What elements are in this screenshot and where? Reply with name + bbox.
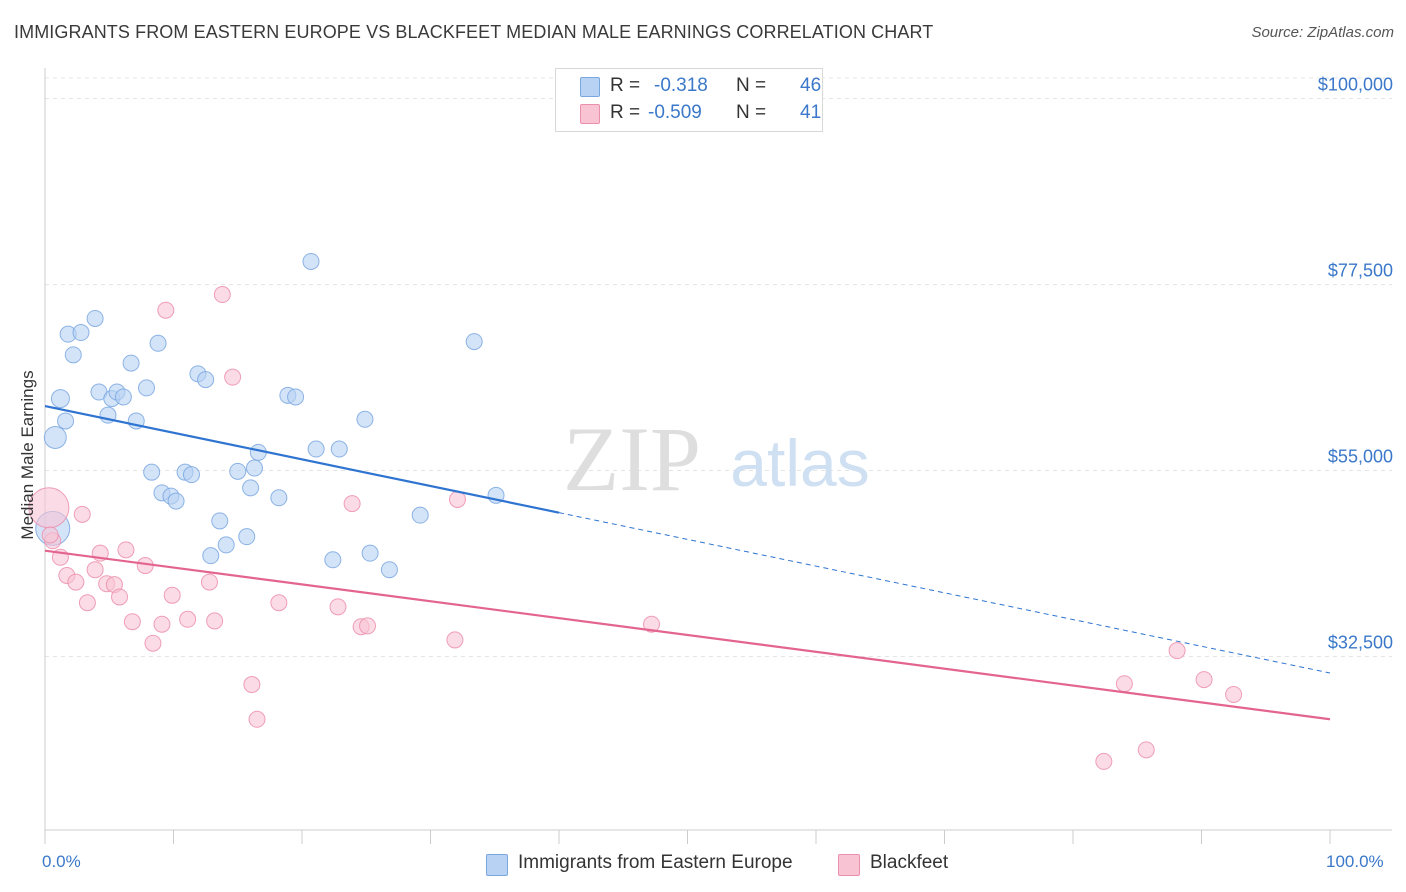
point-immigrants (229, 462, 247, 480)
point-immigrants (380, 561, 398, 579)
point-blackfeet (643, 615, 661, 633)
point-immigrants (50, 389, 70, 409)
point-immigrants (122, 354, 140, 372)
legend-swatch-blue (580, 77, 600, 97)
correlation-legend: R = -0.318 N = 46 R = -0.509 N = 41 (555, 68, 823, 132)
legend-r-label: R = (610, 102, 641, 123)
point-blackfeet (144, 634, 162, 652)
point-blackfeet (67, 573, 85, 591)
point-immigrants (411, 506, 429, 524)
point-blackfeet (123, 613, 141, 631)
point-blackfeet (86, 561, 104, 579)
point-blackfeet (41, 526, 59, 544)
point-immigrants (149, 334, 167, 352)
point-immigrants (72, 324, 90, 342)
point-blackfeet (179, 610, 197, 628)
point-blackfeet (157, 301, 175, 319)
point-blackfeet (1168, 642, 1186, 660)
y-axis-title: Median Male Earnings (18, 370, 37, 540)
trendline-immigrants (44, 404, 560, 514)
point-immigrants (245, 459, 263, 477)
trendlines (44, 404, 1331, 721)
point-immigrants (302, 252, 320, 270)
y-tick-label: $32,500 (1328, 632, 1393, 652)
legend-r-value: -0.509 (648, 102, 702, 123)
bottom-legend-swatch-blue (486, 854, 508, 876)
point-immigrants (307, 440, 325, 458)
point-immigrants (270, 489, 288, 507)
point-immigrants (356, 410, 374, 428)
y-tick-label: $55,000 (1328, 447, 1393, 467)
point-immigrants (167, 492, 185, 510)
source-label: Source: ZipAtlas.com (1251, 24, 1394, 41)
point-blackfeet (343, 495, 361, 513)
point-blackfeet (111, 588, 129, 606)
point-immigrants (361, 544, 379, 562)
point-blackfeet (446, 631, 464, 649)
point-blackfeet (1095, 752, 1113, 770)
point-immigrants (202, 547, 220, 565)
legend-r-label: R = (610, 75, 641, 96)
point-immigrants (324, 551, 342, 569)
trendline-immigrants-extension (558, 512, 1331, 674)
point-blackfeet (1137, 741, 1155, 759)
point-immigrants (182, 466, 200, 484)
data-points (28, 252, 1243, 770)
point-immigrants (114, 388, 132, 406)
point-blackfeet (163, 586, 181, 604)
point-blackfeet (78, 594, 96, 612)
point-blackfeet (117, 541, 135, 559)
chart-title: IMMIGRANTS FROM EASTERN EUROPE VS BLACKF… (14, 22, 934, 42)
point-immigrants (211, 512, 229, 530)
point-immigrants (242, 479, 260, 497)
point-immigrants (64, 346, 82, 364)
point-immigrants (86, 309, 104, 327)
point-immigrants (287, 388, 305, 406)
point-immigrants (43, 425, 67, 449)
point-blackfeet (248, 710, 266, 728)
point-blackfeet (1225, 685, 1243, 703)
point-blackfeet (243, 676, 261, 694)
point-immigrants (197, 371, 215, 389)
x-tick-label-max: 100.0% (1326, 852, 1384, 871)
watermark-zip: ZIP (563, 408, 701, 510)
point-blackfeet (270, 594, 288, 612)
point-immigrants (465, 333, 483, 351)
point-blackfeet (359, 617, 377, 635)
point-immigrants (238, 528, 256, 546)
point-blackfeet (224, 368, 242, 386)
axes (44, 68, 1392, 844)
y-tick-label: $100,000 (1318, 75, 1393, 95)
point-immigrants (330, 440, 348, 458)
point-immigrants (217, 536, 235, 554)
legend-n-label: N = (736, 75, 767, 96)
point-blackfeet (153, 615, 171, 633)
bottom-legend-label: Immigrants from Eastern Europe (518, 852, 793, 873)
x-tick-label-min: 0.0% (42, 852, 81, 871)
legend-n-value: 41 (800, 102, 822, 123)
legend-swatch-pink (580, 104, 600, 124)
point-blackfeet (73, 505, 91, 523)
bottom-legend-label: Blackfeet (870, 852, 949, 873)
point-immigrants (143, 463, 161, 481)
point-immigrants (57, 412, 75, 430)
point-immigrants (138, 379, 156, 397)
legend-n-value: 46 (800, 75, 822, 96)
point-blackfeet (200, 573, 218, 591)
watermark: ZIP atlas (563, 408, 870, 510)
bottom-legend-swatch-pink (838, 854, 860, 876)
point-blackfeet (206, 612, 224, 630)
y-tick-labels: $32,500 $55,000 $77,500 $100,000 (1318, 75, 1393, 653)
grid-lines (45, 77, 1392, 657)
point-blackfeet (1195, 671, 1213, 689)
watermark-atlas: atlas (730, 426, 869, 500)
y-tick-label: $77,500 (1328, 261, 1393, 281)
point-blackfeet (329, 598, 347, 616)
trendline-blackfeet (44, 549, 1331, 721)
legend-r-value: -0.318 (654, 75, 708, 96)
point-blackfeet (1115, 675, 1133, 693)
point-blackfeet (213, 286, 231, 304)
legend-n-label: N = (736, 102, 767, 123)
